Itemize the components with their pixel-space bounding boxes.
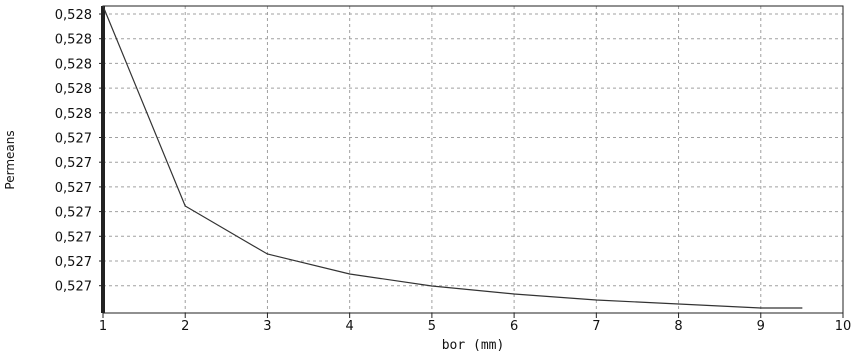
y-tick-label: 0,527	[55, 181, 92, 196]
x-tick-label: 5	[428, 319, 436, 334]
data-point	[596, 299, 597, 300]
x-tick-label: 3	[263, 319, 271, 334]
y-tick-label: 0,527	[55, 230, 92, 245]
data-point	[185, 205, 186, 206]
data-point	[514, 293, 515, 294]
data-point	[760, 307, 761, 308]
x-tick-label: 4	[346, 319, 354, 334]
x-tick-label: 9	[757, 319, 765, 334]
y-tick-label: 0,527	[55, 255, 92, 270]
y-tick-label: 0,527	[55, 206, 92, 221]
x-tick-label: 1	[99, 319, 107, 334]
data-point	[267, 253, 268, 254]
series-line	[103, 6, 802, 308]
x-tick-label: 10	[835, 319, 852, 334]
y-tick-label: 0,528	[55, 8, 92, 23]
y-tick-label: 0,527	[55, 132, 92, 147]
x-tick-labels: 1 2 3 4 5 6 7 8 9 10	[99, 313, 851, 334]
data-point	[431, 285, 432, 286]
x-axis-title: bor (mm)	[442, 338, 505, 353]
y-tick-labels: 0,528 0,528 0,528 0,528 0,528 0,527 0,527 0,527…	[55, 8, 103, 295]
y-axis-title: Permeans	[3, 130, 17, 189]
data-point	[102, 5, 103, 6]
x-tick-label: 8	[674, 319, 682, 334]
y-tick-label: 0,527	[55, 156, 92, 171]
x-tick-label: 7	[592, 319, 600, 334]
plot-frame	[103, 6, 843, 313]
data-point	[678, 303, 679, 304]
y-tick-label: 0,528	[55, 57, 92, 72]
x-tick-label: 2	[181, 319, 189, 334]
y-tick-label: 0,528	[55, 107, 92, 122]
series-layer	[102, 5, 802, 308]
data-point	[349, 273, 350, 274]
x-tick-label: 6	[510, 319, 518, 334]
y-tick-label: 0,528	[55, 33, 92, 48]
grid	[103, 6, 843, 313]
y-tick-label: 0,527	[55, 280, 92, 295]
data-point	[801, 307, 802, 308]
y-tick-label: 0,528	[55, 82, 92, 97]
